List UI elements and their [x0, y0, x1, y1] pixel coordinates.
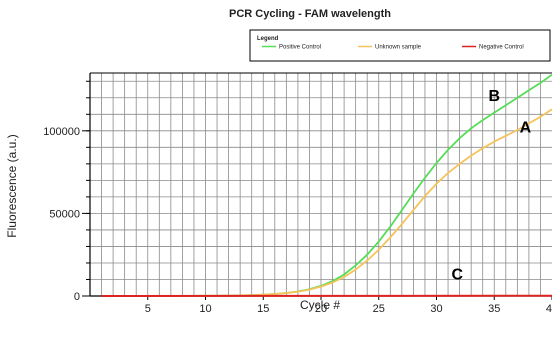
grid	[90, 73, 552, 296]
legend-entry: Unknown sample	[375, 45, 422, 51]
legend-title: Legend	[257, 36, 279, 42]
x-tick-label: 30	[430, 303, 442, 315]
x-tick-label: 40	[546, 303, 552, 315]
annotation-label: A	[520, 119, 532, 136]
annotation-label: B	[488, 88, 500, 105]
legend: Legend Positive Control Unknown sample Neg…	[249, 29, 551, 62]
annotation-label: C	[452, 266, 464, 283]
y-tick-label: 50000	[49, 208, 80, 220]
x-tick-label: 15	[257, 303, 269, 315]
x-axis-label: Cycle #	[300, 298, 340, 312]
x-tick-label: 35	[488, 303, 500, 315]
annotations: B A C	[452, 88, 532, 283]
series-line-unknown-sample	[101, 108, 552, 297]
tick-labels: 5 10 15 20 25 30 35 40 0 50000 100000	[43, 126, 552, 315]
y-axis-label: Fluorescence (a.u.)	[5, 134, 19, 237]
y-tick-label: 0	[74, 291, 80, 303]
legend-entry: Positive Control	[279, 45, 321, 51]
x-tick-label: 25	[373, 303, 385, 315]
x-tick-label: 10	[199, 303, 211, 315]
x-tick-label: 5	[145, 303, 151, 315]
x-tick-label: 20	[315, 303, 327, 315]
chart-title: PCR Cycling - FAM wavelength	[229, 8, 391, 20]
series-layer	[101, 73, 552, 297]
legend-box	[249, 29, 551, 62]
minor-ticks	[82, 80, 552, 300]
legend-entry: Negative Control	[479, 45, 524, 51]
y-tick-label: 100000	[43, 126, 80, 138]
